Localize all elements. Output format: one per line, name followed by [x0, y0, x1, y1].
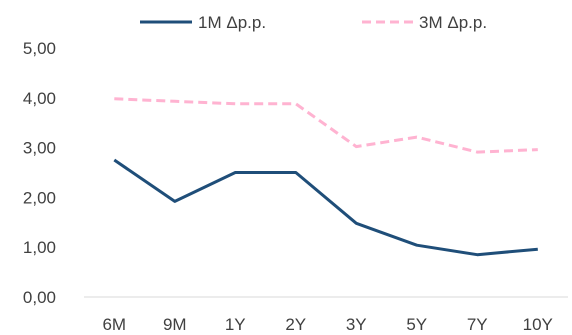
series-layer: [113, 97, 538, 257]
y-tick-label: 2,00: [23, 188, 56, 207]
series-line-1: [113, 158, 538, 257]
legend-label: 1M Δp.p.: [198, 13, 266, 32]
legend-item: 3M Δp.p.: [362, 13, 487, 32]
chart-legend: 1M Δp.p. 3M Δp.p.: [140, 13, 487, 32]
x-tick-label: 3Y: [346, 315, 367, 334]
y-tick-label: 5,00: [23, 39, 56, 58]
series-line-2: [114, 97, 538, 154]
x-tick-label: 9M: [163, 315, 187, 334]
y-tick-label: 3,00: [23, 139, 56, 158]
x-tick-label: 6M: [102, 315, 126, 334]
legend-item: 1M Δp.p.: [140, 13, 266, 32]
y-axis: 0,00 1,00 2,00 3,00 4,00 5,00: [23, 39, 56, 307]
x-axis: 6M 9M 1Y 2Y 3Y 5Y 7Y 10Y: [84, 296, 568, 334]
y-tick-label: 1,00: [23, 238, 56, 257]
legend-label: 3M Δp.p.: [419, 13, 487, 32]
x-tick-label: 7Y: [467, 315, 488, 334]
y-tick-label: 4,00: [23, 89, 56, 108]
x-tick-label: 2Y: [285, 315, 306, 334]
x-tick-label: 10Y: [523, 315, 553, 334]
x-tick-label: 1Y: [225, 315, 246, 334]
x-tick-label: 5Y: [406, 315, 427, 334]
y-tick-label: 0,00: [23, 288, 56, 307]
